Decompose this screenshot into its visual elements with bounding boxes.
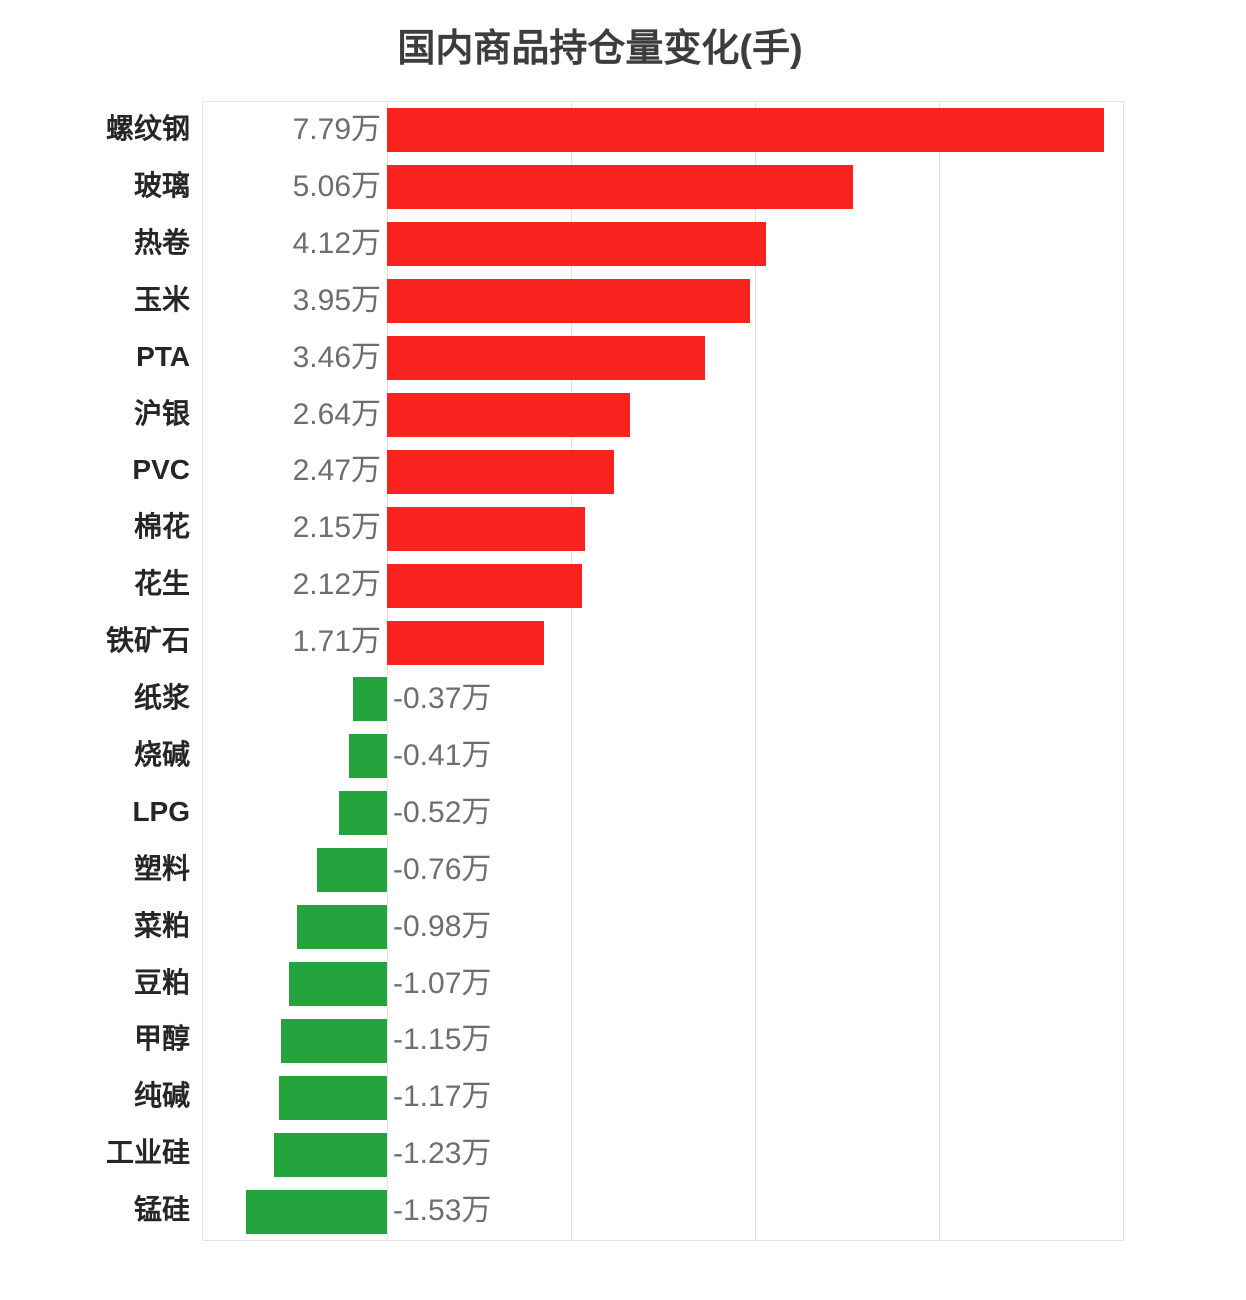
negative-bar[interactable] bbox=[352, 677, 387, 722]
value-label: 2.15万 bbox=[292, 511, 381, 545]
positive-bar[interactable] bbox=[387, 336, 706, 381]
value-label: 4.12万 bbox=[292, 226, 381, 260]
value-label: -0.76万 bbox=[393, 852, 492, 886]
gridline bbox=[571, 102, 572, 1240]
positive-bar[interactable] bbox=[387, 620, 545, 665]
value-label: -1.23万 bbox=[393, 1137, 492, 1171]
category-label: 豆粕 bbox=[133, 966, 190, 998]
category-label: LPG bbox=[132, 795, 190, 827]
value-label: -1.17万 bbox=[393, 1080, 492, 1114]
positive-bar[interactable] bbox=[387, 392, 630, 437]
positive-bar[interactable] bbox=[387, 108, 1104, 153]
negative-bar[interactable] bbox=[246, 1189, 387, 1234]
chart-title: 国内商品持仓量变化(手) bbox=[397, 28, 803, 70]
gridline bbox=[387, 102, 388, 1240]
category-label: 纸浆 bbox=[133, 682, 190, 713]
value-label: 7.79万 bbox=[292, 113, 381, 146]
positive-bar[interactable] bbox=[387, 506, 585, 551]
category-label: 工业硅 bbox=[105, 1137, 190, 1169]
category-label: 锰硅 bbox=[133, 1194, 190, 1226]
positive-bar[interactable] bbox=[387, 449, 615, 494]
negative-bar[interactable] bbox=[317, 848, 387, 893]
category-label: 玻璃 bbox=[133, 169, 190, 201]
category-label: 铁矿石 bbox=[105, 625, 190, 657]
value-label: 3.46万 bbox=[292, 340, 381, 374]
category-label: PTA bbox=[136, 340, 190, 372]
negative-bar[interactable] bbox=[296, 905, 387, 950]
plot-area: 7.79万 5.06万 4.12万 3.95万 3.46万 2.64万 2.47万 2.15万… bbox=[202, 101, 1124, 1241]
category-label: 棉花 bbox=[133, 511, 190, 543]
value-label: -0.41万 bbox=[393, 738, 492, 772]
negative-bar[interactable] bbox=[279, 1075, 387, 1120]
value-label: 2.64万 bbox=[292, 397, 381, 431]
value-label: 3.95万 bbox=[292, 283, 381, 317]
category-label: 花生 bbox=[133, 568, 190, 600]
negative-bar[interactable] bbox=[273, 1132, 387, 1177]
value-label: 2.47万 bbox=[292, 454, 381, 488]
value-label: -0.98万 bbox=[393, 909, 492, 943]
positive-bar[interactable] bbox=[387, 279, 751, 324]
value-label: -1.15万 bbox=[393, 1023, 492, 1057]
negative-bar[interactable] bbox=[349, 734, 387, 779]
category-label: 玉米 bbox=[133, 283, 190, 315]
value-label: 2.12万 bbox=[292, 568, 381, 602]
negative-bar[interactable] bbox=[339, 791, 387, 836]
value-label: 1.71万 bbox=[292, 625, 381, 659]
negative-bar[interactable] bbox=[288, 961, 387, 1006]
value-label: -0.37万 bbox=[393, 682, 492, 715]
value-label: -0.52万 bbox=[393, 795, 492, 829]
category-label: 塑料 bbox=[133, 852, 190, 884]
category-label: 螺纹钢 bbox=[105, 113, 190, 144]
category-label: PVC bbox=[132, 454, 190, 486]
positive-bar[interactable] bbox=[387, 222, 767, 267]
category-label: 纯碱 bbox=[133, 1080, 190, 1112]
positive-bar[interactable] bbox=[387, 165, 853, 210]
category-label: 菜粕 bbox=[133, 909, 190, 941]
negative-bar[interactable] bbox=[281, 1018, 387, 1063]
category-label: 沪银 bbox=[133, 397, 190, 429]
category-label: 甲醇 bbox=[133, 1023, 190, 1055]
gridline bbox=[939, 102, 940, 1240]
gridline bbox=[755, 102, 756, 1240]
category-label: 热卷 bbox=[133, 226, 190, 258]
positive-bar[interactable] bbox=[387, 563, 583, 608]
value-label: -1.07万 bbox=[393, 966, 492, 1000]
value-label: 5.06万 bbox=[292, 169, 381, 203]
category-label: 烧碱 bbox=[133, 738, 190, 770]
value-label: -1.53万 bbox=[393, 1194, 492, 1228]
